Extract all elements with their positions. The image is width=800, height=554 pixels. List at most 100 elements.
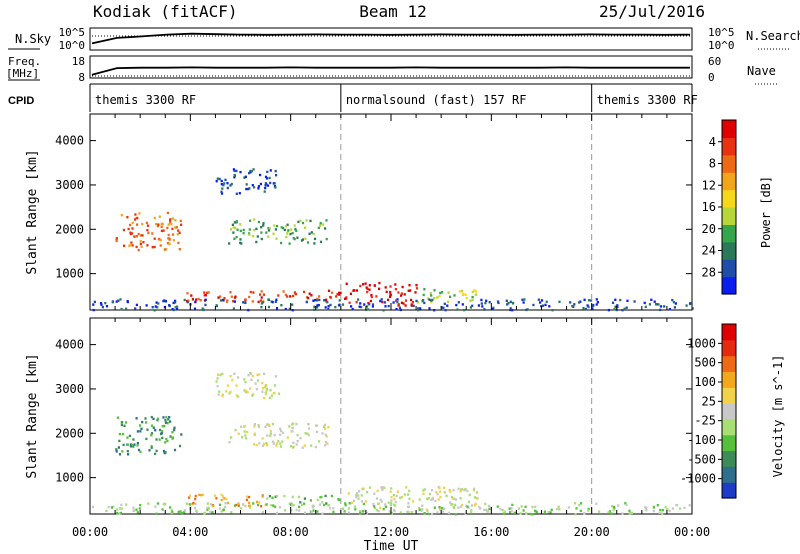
scatter-cell <box>220 510 223 513</box>
scatter-cell <box>224 505 227 509</box>
scatter-cell <box>447 511 450 515</box>
scatter-cell <box>457 506 460 509</box>
scatter-cell <box>325 435 328 438</box>
scatter-cell <box>170 509 173 512</box>
scatter-cell <box>157 302 160 305</box>
scatter-cell <box>318 295 321 298</box>
scatter-cell <box>303 290 306 294</box>
scatter-cell <box>644 305 647 309</box>
date-title: 25/Jul/2016 <box>599 2 705 21</box>
scatter-cell <box>230 436 233 439</box>
scatter-cell <box>171 233 175 236</box>
scatter-cell <box>261 390 264 393</box>
beam-title: Beam 12 <box>359 2 426 21</box>
scatter-cell <box>674 302 677 305</box>
scatter-cell <box>525 308 528 312</box>
freq-label: Freq. <box>8 55 41 68</box>
scatter-cell <box>298 509 301 512</box>
scatter-cell <box>539 301 542 304</box>
scatter-cell <box>260 231 263 234</box>
scatter-cell <box>258 501 261 504</box>
scatter-cell <box>312 504 315 508</box>
scatter-cell <box>453 497 456 500</box>
scatter-cell <box>417 308 420 312</box>
y-tick-label: 3000 <box>55 178 84 192</box>
scatter-cell <box>597 510 601 513</box>
scatter-cell <box>150 445 153 448</box>
scatter-cell <box>380 298 383 301</box>
scatter-cell <box>310 294 313 297</box>
scatter-cell <box>178 248 181 251</box>
scatter-cell <box>590 299 593 302</box>
scatter-cell <box>380 486 383 489</box>
scatter-cell <box>133 218 137 221</box>
scatter-cell <box>93 300 96 304</box>
scatter-cell <box>436 296 439 299</box>
scatter-cell <box>439 495 442 499</box>
scatter-cell <box>126 216 129 219</box>
scatter-cell <box>248 295 251 299</box>
colorbar-tick-label: -1000 <box>680 472 716 486</box>
scatter-cell <box>377 502 380 505</box>
scatter-cell <box>222 508 225 511</box>
scatter-cell <box>506 303 509 306</box>
scatter-cell <box>172 301 175 305</box>
scatter-cell <box>168 304 171 307</box>
scatter-cell <box>112 505 115 508</box>
scatter-cell <box>126 450 129 453</box>
scatter-cell <box>292 441 295 444</box>
scatter-cell <box>381 488 384 491</box>
scatter-cell <box>116 416 119 419</box>
scatter-cell <box>688 504 691 507</box>
scatter-cell <box>338 291 341 295</box>
scatter-cell <box>153 237 156 240</box>
scatter-cell <box>174 306 177 309</box>
scatter-cell <box>467 500 471 503</box>
scatter-cell <box>298 505 301 509</box>
scatter-cell <box>169 221 172 224</box>
scatter-cell <box>170 222 173 226</box>
scatter-cell <box>459 497 462 500</box>
scatter-cell <box>390 496 393 499</box>
scatter-cell <box>280 241 283 245</box>
scatter-cell <box>180 223 183 226</box>
scatter-cell <box>219 373 222 377</box>
scatter-cell <box>656 504 659 507</box>
scatter-cell <box>387 304 390 308</box>
scatter-cell <box>657 303 660 306</box>
colorbar-tick-label: -25 <box>694 414 716 428</box>
scatter-cell <box>235 394 238 397</box>
scatter-cell <box>365 305 369 308</box>
scatter-cell <box>171 510 174 513</box>
scatter-cell <box>129 243 132 246</box>
scatter-cell <box>186 300 189 304</box>
scatter-cell <box>587 305 590 309</box>
scatter-cell <box>194 502 197 506</box>
scatter-cell <box>464 512 467 516</box>
scatter-cell <box>115 237 118 240</box>
scatter-cell <box>352 499 356 502</box>
scatter-cell <box>555 507 558 511</box>
scatter-cell <box>180 433 183 436</box>
scatter-cell <box>222 299 225 302</box>
scatter-cell <box>204 303 207 307</box>
scatter-cell <box>659 308 662 312</box>
scatter-cell <box>291 423 294 426</box>
scatter-cell <box>427 512 430 516</box>
scatter-cell <box>368 303 371 306</box>
scatter-cell <box>423 301 426 305</box>
colorbar-swatch <box>722 189 736 208</box>
scatter-cell <box>335 295 338 298</box>
scatter-cell <box>231 223 234 226</box>
scatter-cell <box>280 226 283 229</box>
noise-left-tick-top: 10^5 <box>59 26 86 39</box>
scatter-cell <box>323 503 326 507</box>
scatter-cell <box>323 425 326 428</box>
scatter-cell <box>138 507 141 510</box>
scatter-cell <box>443 302 446 305</box>
scatter-cell <box>607 308 610 312</box>
scatter-cell <box>237 376 240 379</box>
scatter-cell <box>215 304 218 307</box>
scatter-cell <box>225 390 228 393</box>
scatter-cell <box>136 223 139 226</box>
